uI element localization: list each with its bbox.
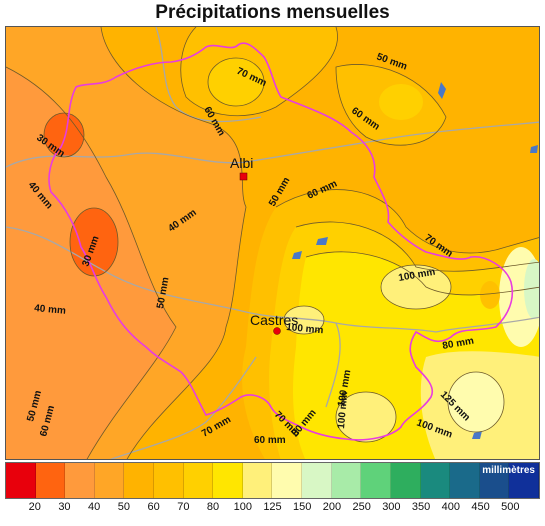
legend-tick-label: 125 [263,501,282,513]
city-label-castres: Castres [250,312,298,328]
legend-tick-label: 450 [471,501,490,513]
legend-swatch [361,463,391,498]
zone-125-150mm-se [448,372,504,432]
zone-70-80mm-ne [379,84,423,120]
contour-label: 40 mm [34,303,67,317]
legend-swatch [94,463,125,498]
legend-swatches [5,462,540,499]
legend-tick-label: 250 [352,501,371,513]
lake-south [472,431,482,439]
zone-100-125mm-castres [284,306,324,334]
city-label-albi: Albi [230,155,253,171]
lake-north [438,82,446,99]
zone-70-80mm-north [208,58,264,106]
legend-swatch [331,463,362,498]
map-title: Précipitations mensuelles [155,2,390,23]
legend-colorbar: millimètres [5,462,540,499]
legend-swatch [420,463,451,498]
legend-swatch [124,463,155,498]
legend-tick-label: 400 [441,501,460,513]
legend-tick-label: 20 [28,501,41,513]
legend-swatch [213,463,243,498]
legend-tick-label: 80 [206,501,220,513]
legend-swatch [65,463,95,498]
legend-tick-label: 50 [117,501,130,513]
legend-swatch [302,463,332,498]
legend-swatch [390,463,421,498]
lake-center [316,237,328,245]
contour-label: 100 mm [336,391,350,429]
legend-tick-label: 300 [382,501,401,513]
precipitation-map[interactable]: 70 mm 60 mm 50 mm 60 mm 30 mm 40 mm 40 m… [5,26,540,460]
legend-swatch [183,463,214,498]
legend-swatch [509,463,539,498]
zone-20-30mm-south [70,208,118,276]
contour-lines [6,27,539,459]
legend-swatch [450,463,480,498]
legend-tick-label: 40 [88,501,101,513]
legend-tick-label: 60 [147,501,160,513]
legend-tick-label: 200 [322,501,342,513]
legend-ticks: 20 30 40 50 60 70 80 100 125 150 200 250 300 350 400 45… [5,501,540,519]
legend-swatch [35,463,66,498]
legend-tick-label: 30 [58,501,71,513]
legend-tick-label: 150 [293,501,312,513]
lake-center-2 [292,251,302,259]
legend-swatch [242,463,273,498]
zone-low-east [480,281,500,309]
legend-swatch [6,463,36,498]
department-border [48,42,514,441]
legend-tick-label: 350 [411,501,431,513]
castres-marker[interactable] [273,327,281,335]
zone-100-125mm-south [336,392,396,442]
contour-label: 60 mm [254,435,286,446]
legend-swatch [272,463,303,498]
contour-label: 80 mm [442,336,475,352]
contour-label: 50 mm [155,276,171,309]
rivers [6,27,539,459]
map-canvas: 70 mm 60 mm 50 mm 60 mm 30 mm 40 mm 40 m… [6,27,539,459]
legend-swatch [479,463,510,498]
legend-swatch [154,463,184,498]
zone-100-125mm-a [381,265,451,309]
legend-tick-label: 500 [501,501,520,513]
contour-label: 100 mm [286,322,324,336]
albi-marker[interactable] [239,172,248,181]
legend-tick-label: 100 [233,501,252,513]
legend-tick-label: 70 [177,501,190,513]
lake-east [530,145,538,153]
legend-unit: millimètres [482,465,535,476]
zone-150-200mm-east [524,259,539,319]
